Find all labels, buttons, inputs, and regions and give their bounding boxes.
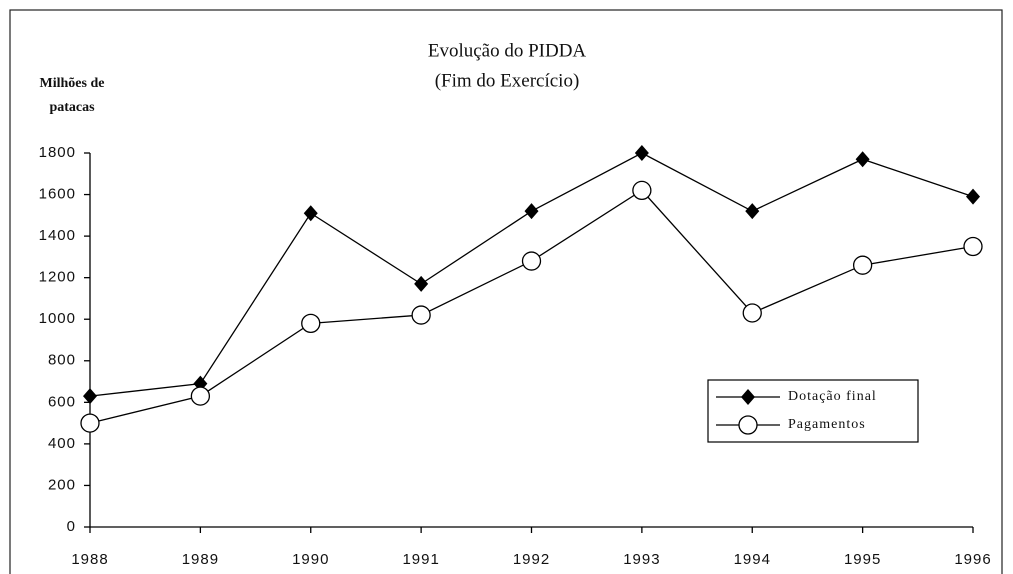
y-tick-label: 1000 (39, 310, 76, 327)
marker-circle (738, 415, 758, 435)
frame (9, 9, 1003, 574)
x-tick-label: 1990 (292, 551, 329, 568)
y-tick-label: 200 (48, 476, 76, 493)
x-tick-label: 1994 (734, 551, 771, 568)
marker-circle (852, 255, 873, 275)
y-tick-label: 600 (48, 393, 76, 410)
x-tick-label: 1993 (623, 551, 660, 568)
y-axis-label: Milhões de (40, 76, 105, 91)
chart-subtitle: (Fim do Exercício) (435, 70, 580, 91)
marker-circle (80, 413, 100, 433)
x-tick-label: 1989 (182, 551, 219, 568)
marker-diamond (741, 389, 755, 405)
marker-diamond (855, 151, 870, 168)
x-tick-label: 1988 (71, 551, 108, 568)
y-tick-label: 1200 (39, 269, 76, 286)
marker-diamond (966, 188, 980, 205)
y-tick-label: 1400 (39, 227, 76, 244)
x-tick-label: 1992 (513, 551, 550, 568)
x-tick-label: 1995 (844, 551, 881, 568)
marker-circle (963, 236, 983, 257)
marker-diamond (303, 205, 318, 222)
y-axis-label: patacas (49, 100, 95, 115)
x-tick-label: 1996 (954, 551, 991, 568)
x-tick-label: 1991 (402, 551, 439, 568)
marker-circle (521, 251, 542, 271)
y-tick-label: 0 (67, 518, 76, 535)
marker-circle (301, 313, 321, 334)
y-tick-label: 1800 (39, 144, 76, 161)
marker-circle (411, 305, 431, 325)
chart-title: Evolução do PIDDA (428, 40, 587, 61)
marker-circle (742, 303, 762, 323)
legend-label: Pagamentos (788, 417, 866, 432)
marker-circle (632, 180, 652, 201)
marker-diamond (524, 203, 539, 220)
marker-circle (190, 386, 211, 406)
y-tick-label: 400 (48, 435, 76, 452)
marker-diamond (414, 275, 429, 292)
y-tick-label: 1600 (39, 186, 76, 203)
marker-diamond (745, 203, 760, 220)
legend-label: Dotação final (788, 389, 877, 404)
y-tick-label: 800 (48, 352, 76, 369)
marker-diamond (83, 388, 97, 405)
marker-diamond (634, 145, 649, 161)
